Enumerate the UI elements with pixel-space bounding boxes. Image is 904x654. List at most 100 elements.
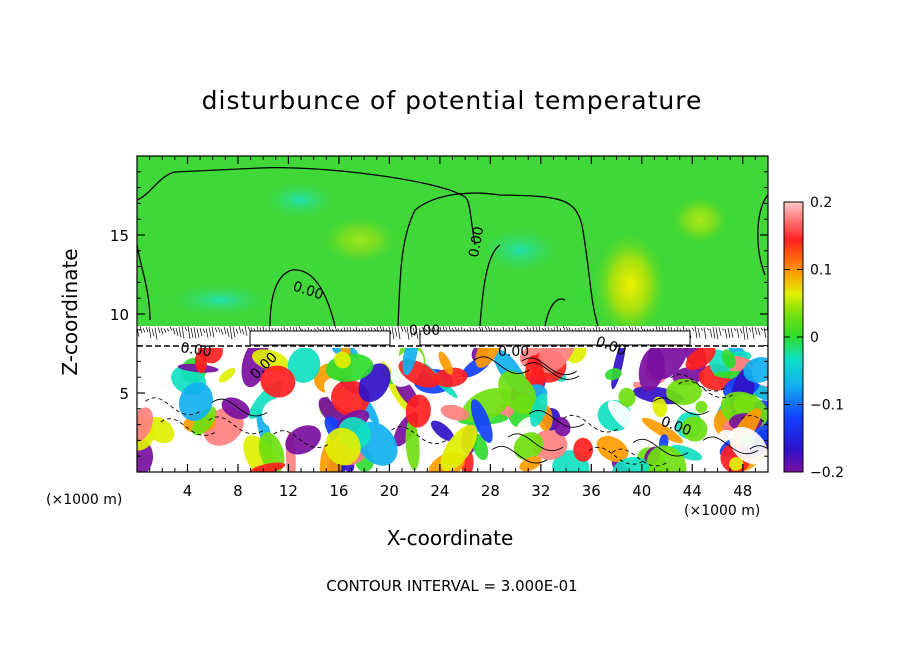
x-tick-label: 12 [279,482,298,500]
interface-gap [419,330,691,346]
field-blob [405,394,431,428]
x-tick-label: 20 [380,482,399,500]
contour-hatch [151,328,155,337]
field-blob [260,365,296,398]
contour-hatch [640,326,644,332]
field-contour [523,362,580,380]
field-blob [218,367,236,383]
contour-hatch [196,328,200,338]
field-contour [670,373,726,392]
contour-hatch [754,326,758,335]
contour-line [757,194,768,276]
contour-hatch [703,327,707,340]
cool-patch [475,225,565,275]
contour-hatch [145,326,149,333]
y-tick-label: 15 [110,227,129,245]
contour-hatch [190,327,194,338]
contour-hatch [379,326,383,332]
contour-hatch [247,326,251,331]
contour-hatch [424,328,428,331]
contour-hatch [229,326,233,340]
x-tick-label: 8 [233,482,243,500]
contour-hatch [172,327,176,335]
contour-hatch [217,327,221,333]
contour-hatch [421,326,425,331]
field-blob [618,387,636,407]
field-blob [729,426,768,465]
contour-hatch [220,328,224,336]
contour-hatch [766,326,768,335]
contour-line [479,244,501,327]
contour-hatch [523,327,527,331]
upper-field-background [137,156,768,348]
contour-hatch [697,328,701,338]
contour-hatch [628,325,632,331]
field-contour [491,445,548,464]
field-blob [612,456,650,472]
x-tick-label: 4 [183,482,193,500]
field-blob [513,432,544,461]
contour-hatch [760,327,764,331]
x-tick-label: 44 [683,482,702,500]
field-blob [325,427,361,466]
field-blob [192,406,217,436]
contour-hatch [484,326,488,331]
contour-hatch [169,326,173,331]
contour-hatch [739,328,743,334]
contour-hatch [562,325,566,331]
x-tick-label: 32 [531,482,550,500]
contour-hatch [208,327,212,337]
contour-hatch [736,328,740,339]
field-blob [641,417,683,444]
contour-hatch [712,326,716,339]
field-contour [741,415,768,426]
contour-hatch [187,326,191,339]
x-tick-label: 16 [329,482,348,500]
contour-hatch [724,328,728,339]
contour-line [137,166,476,246]
field-blob [646,445,687,472]
cool-patch [165,282,275,318]
contour-label: 0.00 [498,344,529,360]
field-blob [721,349,736,369]
field-blob [137,351,156,385]
field-blob [666,378,702,406]
contour-hatch [175,327,179,337]
contour-hatch [163,328,167,333]
turbulent-field [137,348,768,472]
field-blob [647,348,689,380]
contour-hatch [388,326,392,335]
contour-hatch [241,328,245,335]
contour-hatch [694,326,698,339]
field-blob [607,400,642,434]
contour-hatch [604,327,608,331]
cool-patch [260,180,340,220]
field-contour [653,397,709,416]
x-tick-label: 48 [733,482,752,500]
field-blob [197,348,223,364]
contour-hatch [691,327,695,332]
field-contour [563,414,619,433]
field-contour [145,397,201,416]
field-blob [685,348,716,371]
field-contour [160,418,216,436]
field-contour [211,398,268,417]
contour-hatch [415,328,419,340]
colorbar-tick-label: 0.1 [810,263,832,279]
x-unit-right: (×1000 m) [684,503,761,519]
contour-interval-note: CONTOUR INTERVAL = 3.000E-01 [326,577,578,595]
contour-hatch [487,326,491,331]
field-blob [498,370,537,414]
field-blob [285,425,322,455]
field-blob [438,351,453,375]
field-blob [261,398,292,428]
y-tick-label: 10 [110,306,129,324]
contour-lines [137,166,768,327]
contour-hatch [748,327,752,332]
field-blob [695,400,708,414]
contour-hatch [742,326,746,340]
field-contour [273,430,329,448]
contour-hatch [709,328,713,338]
contour-hatch [148,326,152,339]
